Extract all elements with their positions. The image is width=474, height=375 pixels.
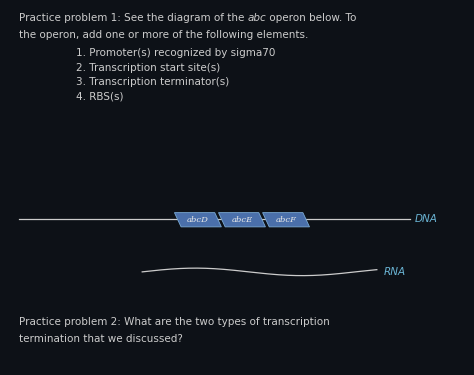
Text: 3. Transcription terminator(s): 3. Transcription terminator(s)	[76, 77, 229, 87]
Text: abcD: abcD	[187, 216, 209, 224]
Text: operon below. To: operon below. To	[266, 13, 357, 23]
Text: Practice problem 2: What are the two types of transcription: Practice problem 2: What are the two typ…	[19, 317, 330, 327]
Text: 1. Promoter(s) recognized by sigma70: 1. Promoter(s) recognized by sigma70	[76, 48, 275, 58]
Text: abc: abc	[247, 13, 266, 23]
Text: the operon, add one or more of the following elements.: the operon, add one or more of the follo…	[19, 30, 308, 40]
Text: abcF: abcF	[275, 216, 297, 224]
Text: termination that we discussed?: termination that we discussed?	[19, 334, 183, 344]
Text: DNA: DNA	[415, 214, 438, 224]
Text: abcE: abcE	[231, 216, 253, 224]
Text: Practice problem 1: See the diagram of the: Practice problem 1: See the diagram of t…	[19, 13, 247, 23]
Text: 2. Transcription start site(s): 2. Transcription start site(s)	[76, 63, 220, 73]
Polygon shape	[219, 213, 265, 227]
Polygon shape	[263, 213, 310, 227]
Text: RNA: RNA	[384, 267, 406, 277]
Polygon shape	[174, 213, 221, 227]
Text: 4. RBS(s): 4. RBS(s)	[76, 92, 123, 102]
